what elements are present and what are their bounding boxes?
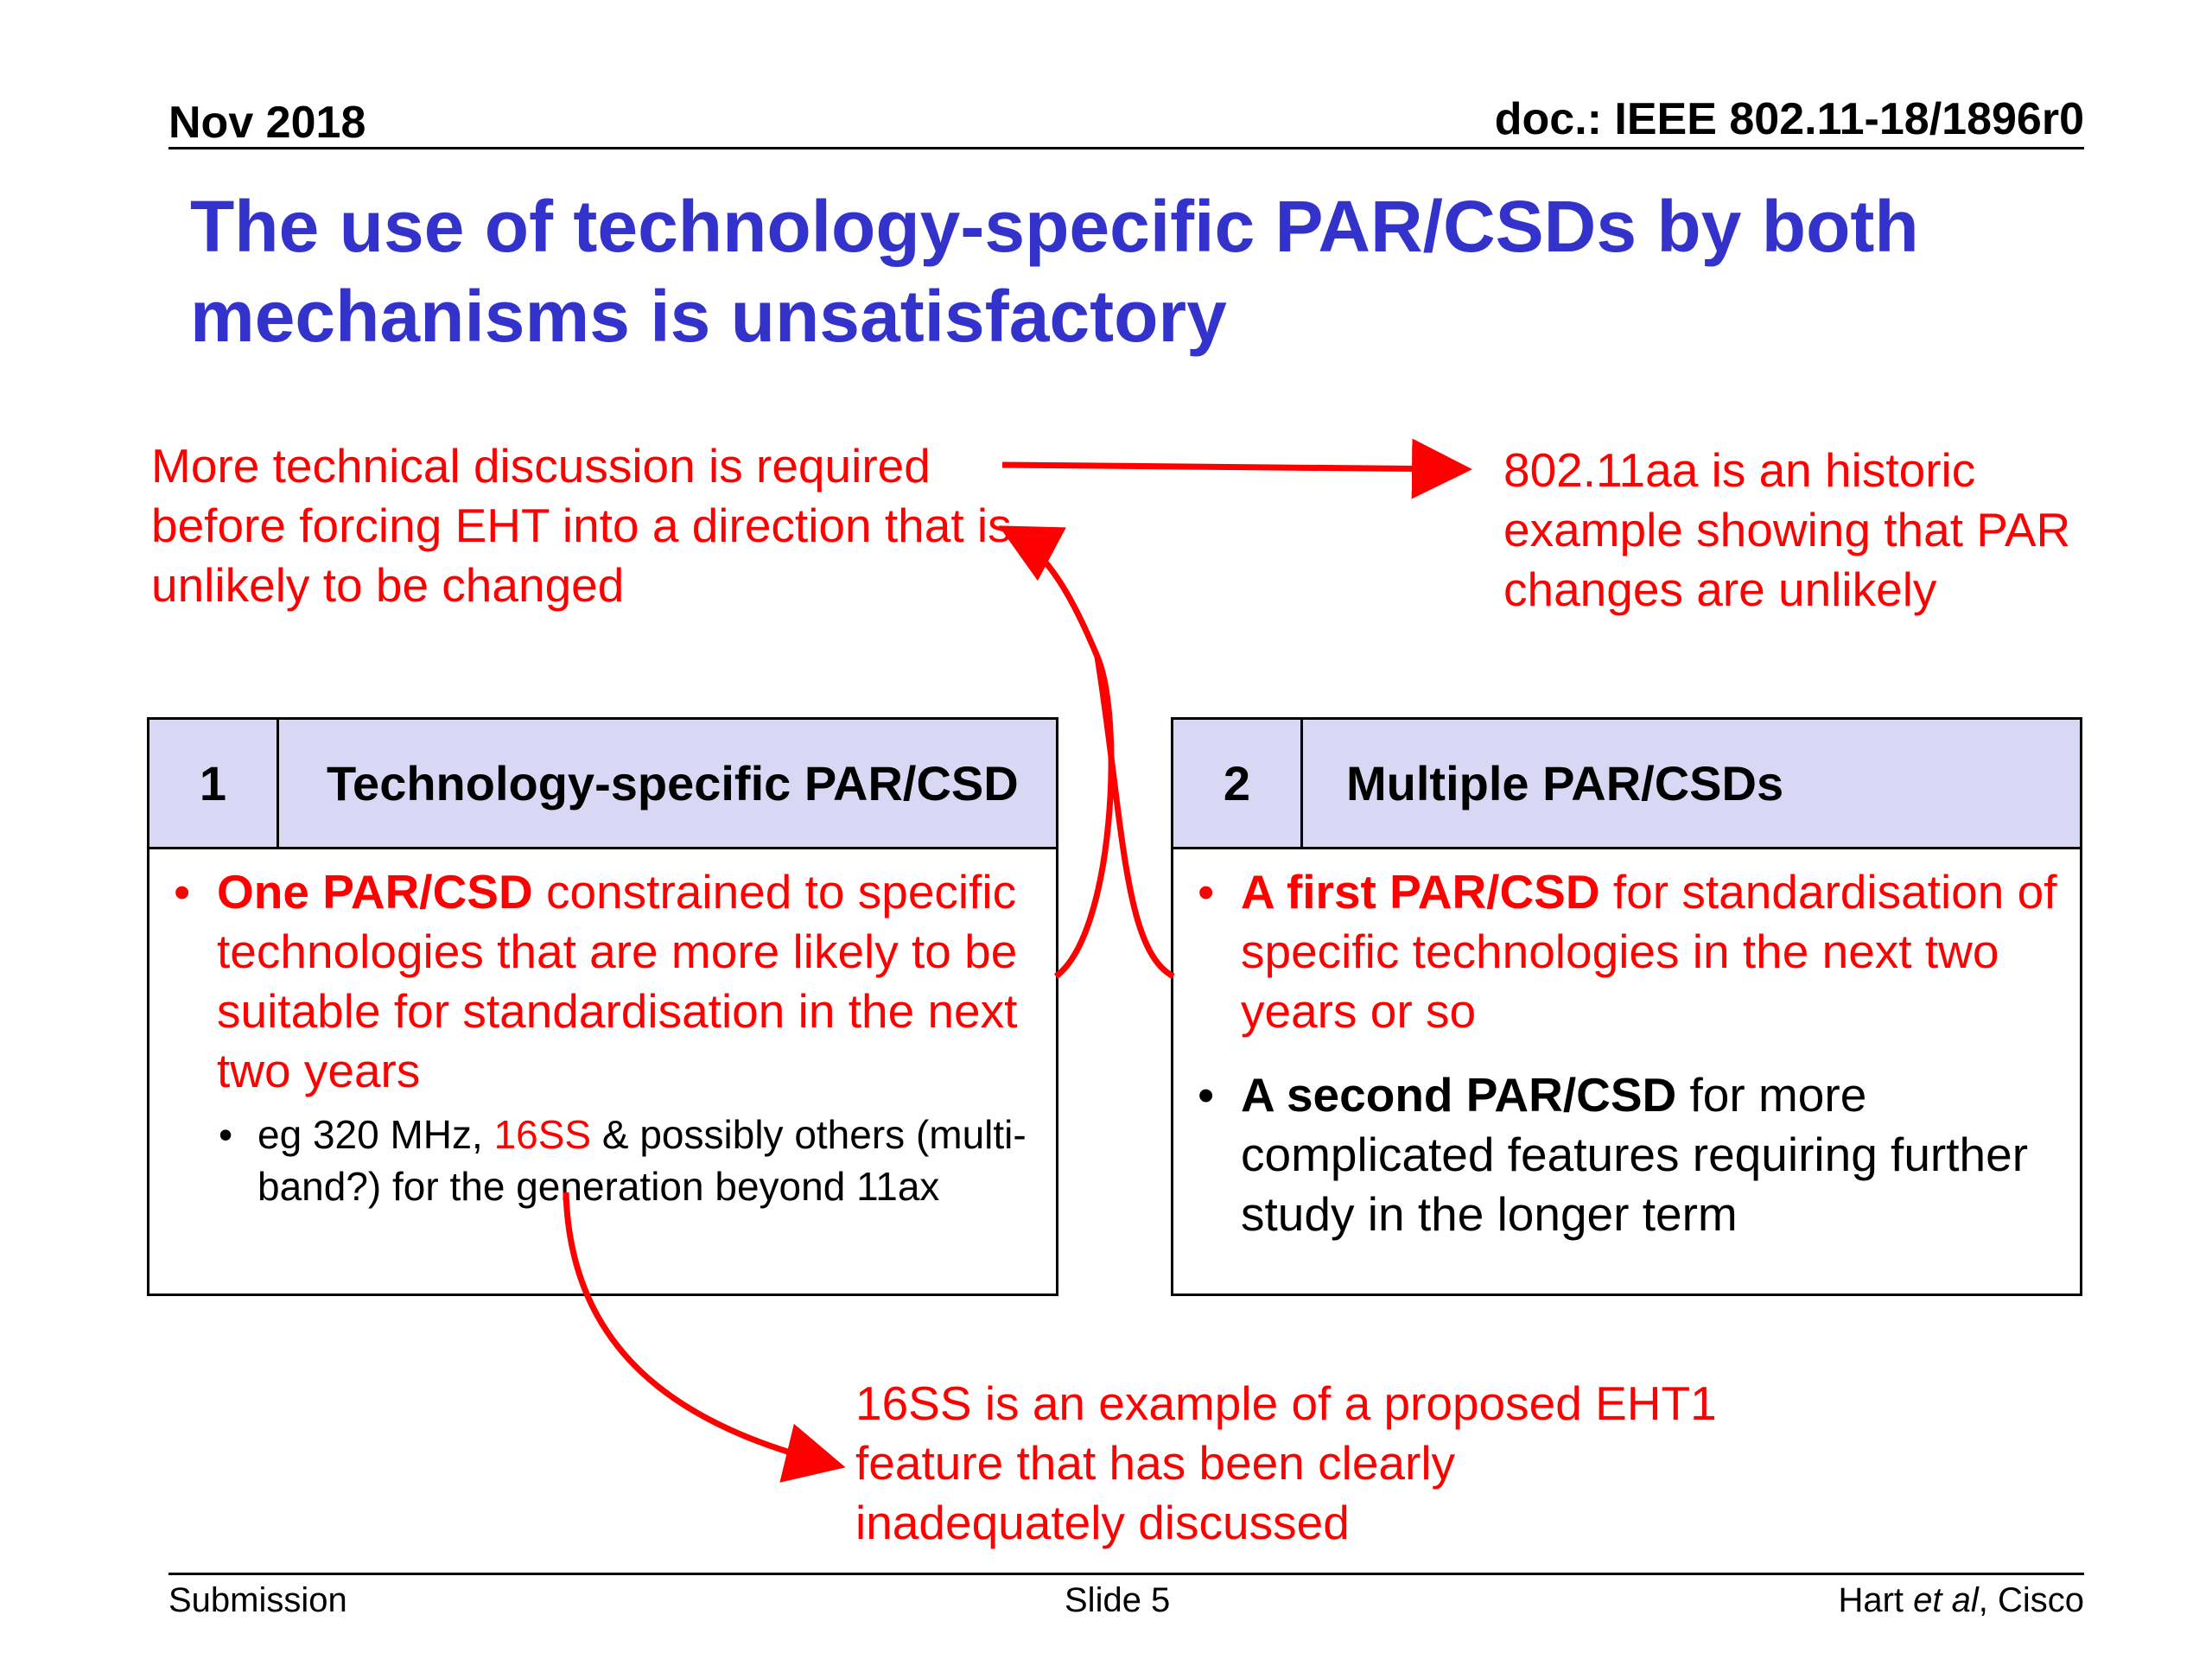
box2-bullet-first: • A first PAR/CSD for standardisation of… bbox=[1198, 862, 2070, 1041]
box1-bullet: • One PAR/CSD constrained to specific te… bbox=[174, 862, 1046, 1101]
arrow-to-historic-example bbox=[1001, 438, 1472, 499]
box2-bullet2-text: for more complicated features requiring … bbox=[1241, 1068, 2029, 1241]
footer-author-etal: et al bbox=[1913, 1581, 1979, 1619]
box-technology-specific-par: 1 Technology-specific PAR/CSD • One PAR/… bbox=[147, 717, 1058, 1296]
header-doc-id: doc.: IEEE 802.11-18/1896r0 bbox=[1494, 94, 2084, 144]
arrow-box2-join bbox=[1094, 656, 1175, 980]
box2-number: 2 bbox=[1173, 720, 1303, 847]
box1-bullet-text: constrained to specific technologies tha… bbox=[217, 865, 1018, 1097]
slide-title: The use of technology-specific PAR/CSDs … bbox=[190, 186, 1919, 357]
note-16ss-example: 16SS is an example of a proposed EHT1 fe… bbox=[855, 1376, 1717, 1549]
footer-author: Hart et al, Cisco bbox=[1838, 1581, 2084, 1620]
box1-sub-prefix: eg 320 MHz, bbox=[257, 1112, 494, 1157]
box2-bullet-second: • A second PAR/CSD for more complicated … bbox=[1198, 1065, 2070, 1244]
box2-bullet1-text: for standardisation of specific technolo… bbox=[1241, 865, 2057, 1038]
bullet-dot: • bbox=[1198, 865, 1215, 918]
box1-sub-text: & possibly others (multi-band?) for the … bbox=[257, 1112, 1027, 1209]
footer-submission: Submission bbox=[168, 1581, 347, 1619]
box1-sub-bullet: • eg 320 MHz, 16SS & possibly others (mu… bbox=[219, 1109, 1052, 1212]
box1-number: 1 bbox=[149, 720, 279, 847]
box1-header: 1 Technology-specific PAR/CSD bbox=[149, 720, 1056, 849]
bullet-dot: • bbox=[174, 865, 191, 918]
footer-author-org: , Cisco bbox=[1978, 1581, 2084, 1619]
footer-rule bbox=[168, 1573, 2084, 1575]
header-date: Nov 2018 bbox=[168, 98, 366, 148]
header-rule bbox=[168, 147, 2084, 149]
box-multiple-par-csds: 2 Multiple PAR/CSDs • A first PAR/CSD fo… bbox=[1171, 717, 2082, 1296]
box1-heading: Technology-specific PAR/CSD bbox=[327, 756, 1019, 810]
box1-sub-highlight: 16SS bbox=[493, 1112, 592, 1157]
footer-author-name: Hart bbox=[1838, 1581, 1914, 1619]
box2-heading: Multiple PAR/CSDs bbox=[1346, 756, 1784, 810]
bullet-dot: • bbox=[1198, 1068, 1215, 1122]
sub-bullet-dot: • bbox=[219, 1112, 233, 1157]
box2-bullet2-bold: A second PAR/CSD bbox=[1241, 1068, 1677, 1122]
box2-bullet1-bold: A first PAR/CSD bbox=[1241, 865, 1600, 918]
note-80211aa-example: 802.11aa is an historic example showing … bbox=[1503, 443, 2071, 616]
box1-bullet-bold: One PAR/CSD bbox=[217, 865, 533, 918]
box2-header: 2 Multiple PAR/CSDs bbox=[1173, 720, 2080, 849]
footer-slide-number: Slide 5 bbox=[1065, 1581, 1171, 1619]
note-technical-discussion: More technical discussion is required be… bbox=[151, 439, 1012, 612]
